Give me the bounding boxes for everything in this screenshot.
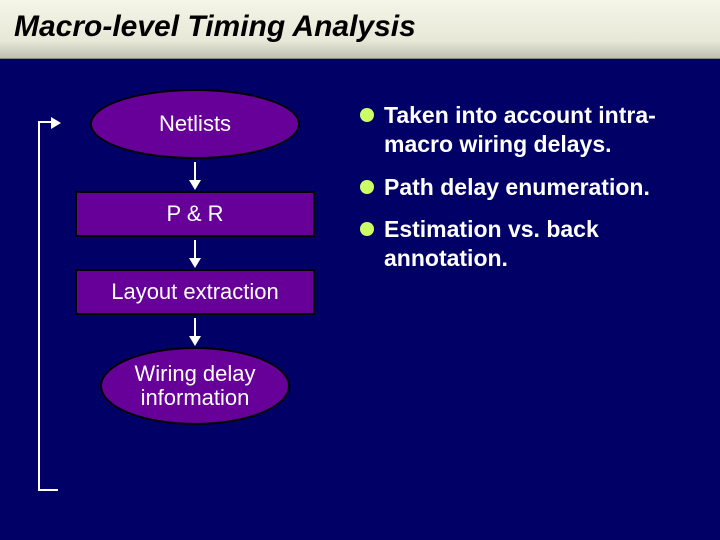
page-title: Macro-level Timing Analysis <box>14 10 706 44</box>
node-label: Wiring delay information <box>134 362 255 410</box>
arrow-down-icon <box>194 162 196 188</box>
list-item: Path delay enumeration. <box>360 173 700 202</box>
content-area: Netlists P & R Layout extraction Wiring … <box>0 59 720 539</box>
node-pr: P & R <box>75 191 315 237</box>
node-netlists: Netlists <box>90 89 300 159</box>
node-wiring-delay: Wiring delay information <box>100 347 290 425</box>
bullet-dot-icon <box>360 180 374 194</box>
arrow-down-icon <box>194 318 196 344</box>
node-label: Netlists <box>159 111 231 137</box>
node-label: P & R <box>166 201 223 227</box>
flowchart: Netlists P & R Layout extraction Wiring … <box>55 89 335 425</box>
node-layout-extraction: Layout extraction <box>75 269 315 315</box>
bullet-text: Path delay enumeration. <box>384 173 650 202</box>
bullet-text: Estimation vs. back annotation. <box>384 215 700 273</box>
bullet-list: Taken into account intra-macro wiring de… <box>360 101 700 287</box>
list-item: Taken into account intra-macro wiring de… <box>360 101 700 159</box>
list-item: Estimation vs. back annotation. <box>360 215 700 273</box>
bullet-dot-icon <box>360 108 374 122</box>
bullet-dot-icon <box>360 222 374 236</box>
node-label: Layout extraction <box>111 279 279 305</box>
arrow-down-icon <box>194 240 196 266</box>
bullet-text: Taken into account intra-macro wiring de… <box>384 101 700 159</box>
title-bar: Macro-level Timing Analysis <box>0 0 720 59</box>
